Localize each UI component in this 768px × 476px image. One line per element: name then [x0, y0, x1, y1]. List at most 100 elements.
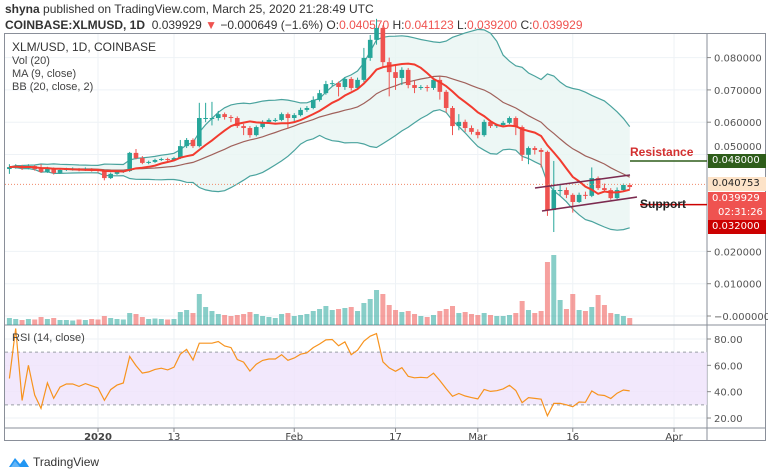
candle-body: [241, 126, 246, 129]
volume-bar: [19, 320, 25, 325]
candle-body: [140, 158, 145, 163]
price-axis-label: 0.020000: [714, 247, 762, 258]
volume-bar: [468, 314, 474, 325]
volume-bar: [576, 310, 582, 325]
time-axis-label: 16: [566, 432, 579, 443]
candle-body: [602, 188, 607, 191]
volume-bar: [196, 294, 202, 325]
candle-body: [222, 114, 227, 118]
candle-body: [456, 121, 462, 127]
candle-body: [298, 109, 303, 116]
volume-bar: [431, 315, 437, 325]
candle-body: [399, 69, 405, 78]
candle-body: [545, 151, 550, 211]
volume-bar: [620, 316, 626, 325]
volume-bar: [209, 311, 215, 325]
volume-bar: [247, 312, 253, 325]
candle-body: [564, 190, 569, 195]
candle-body: [171, 158, 177, 160]
close-value: 0.039929: [532, 18, 583, 32]
volume-bar: [336, 309, 342, 325]
volume-bar: [595, 295, 601, 325]
candle-body: [329, 83, 335, 85]
legend-rsi[interactable]: RSI (14, close): [12, 332, 85, 344]
candle-body: [627, 184, 633, 188]
high-label: H:: [392, 18, 405, 32]
volume-bar: [279, 314, 285, 325]
volume-bar: [386, 305, 392, 325]
price-axis-label: 0.050000: [714, 142, 762, 153]
volume-bar: [190, 313, 196, 325]
legend-vol[interactable]: Vol (20): [12, 55, 50, 67]
volume-bar: [367, 299, 373, 325]
volume-bar: [342, 308, 348, 325]
volume-bar: [13, 319, 19, 325]
legend-ma[interactable]: MA (9, close): [12, 68, 77, 80]
candle-body: [51, 168, 57, 173]
candle-body: [178, 146, 183, 159]
candle-body: [462, 121, 468, 129]
volume-bar: [405, 311, 411, 325]
candle-body: [342, 78, 348, 87]
candle-body: [418, 86, 424, 88]
last-price: 0.039929: [151, 18, 202, 32]
candle-body: [304, 107, 310, 110]
candle-body: [310, 99, 316, 108]
rsi-axis-label: 60.00: [714, 361, 743, 372]
candle-body: [133, 152, 139, 159]
candle-body: [215, 114, 221, 119]
candle-body: [159, 159, 164, 161]
volume-bar: [108, 318, 114, 325]
price-change: −0.000649 (−1.6%): [220, 18, 324, 32]
price-axis-label: 0.010000: [714, 280, 762, 291]
support-annotation: Support: [640, 197, 686, 211]
volume-bar: [361, 303, 367, 325]
candle-body: [519, 127, 525, 155]
volume-bar: [101, 316, 107, 325]
candle-body: [114, 171, 120, 174]
volume-bar: [418, 316, 424, 325]
volume-bar: [120, 319, 126, 325]
volume-bar: [355, 311, 361, 325]
high-value: 0.041123: [404, 18, 454, 32]
candle-body: [184, 139, 189, 147]
volume-bar: [506, 315, 512, 325]
channel-upper-trendline: [534, 174, 631, 189]
volume-bar: [215, 314, 221, 325]
candle-body: [247, 128, 253, 136]
volume-bar: [589, 307, 595, 325]
volume-bar: [317, 309, 323, 325]
candle-body: [412, 85, 417, 88]
publisher-name: shyna: [5, 2, 40, 16]
candle-body: [203, 118, 208, 120]
candle-body: [146, 161, 151, 163]
volume-bar: [6, 318, 12, 325]
candle-body: [589, 178, 595, 196]
low-value: 0.039200: [467, 18, 518, 32]
channel-lower-trendline: [541, 196, 638, 212]
tradingview-brand: TradingView: [33, 455, 100, 469]
volume-bar: [532, 313, 538, 325]
candle-body: [583, 194, 588, 196]
legend-bb[interactable]: BB (20, close, 2): [12, 81, 94, 93]
tradingview-logo[interactable]: TradingView: [8, 455, 99, 469]
time-axis-label: Apr: [665, 432, 683, 443]
candle-body: [507, 118, 512, 123]
volume-bar: [304, 314, 310, 325]
volume-bar: [82, 320, 88, 325]
volume-bar: [424, 317, 430, 325]
tradingview-logo-icon: [9, 458, 29, 467]
time-axis-label: Feb: [285, 432, 303, 443]
resistance-annotation: Resistance: [630, 145, 694, 159]
candle-body: [405, 69, 411, 86]
volume-bar: [165, 319, 171, 325]
candle-body: [165, 159, 170, 161]
candle-body: [285, 114, 291, 119]
volume-bar: [285, 313, 291, 325]
volume-bar: [456, 313, 462, 325]
candle-body: [538, 149, 544, 152]
time-axis-label: Mar: [468, 432, 488, 443]
volume-bar: [329, 310, 335, 325]
candle-body: [614, 190, 620, 199]
